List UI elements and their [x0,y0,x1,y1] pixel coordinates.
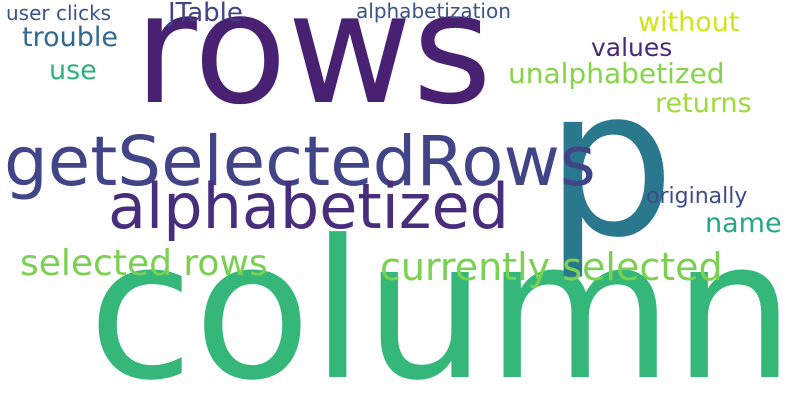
word-name: name [705,210,782,237]
word-alphabetized: alphabetized [108,176,509,238]
word-alphabetization: alphabetization [356,1,511,21]
word-user-clicks: user clicks [6,3,111,23]
word-returns: returns [655,90,752,117]
word-use: use [49,57,97,84]
word-without: without [638,9,740,36]
word-currently-selected: currently selected [380,248,723,286]
word-trouble: trouble [22,24,118,51]
word-jtable: JTable [168,0,243,26]
word-selected-rows: selected rows [20,246,268,282]
word-originally: originally [646,186,747,208]
word-unalphabetized: unalphabetized [508,60,725,88]
